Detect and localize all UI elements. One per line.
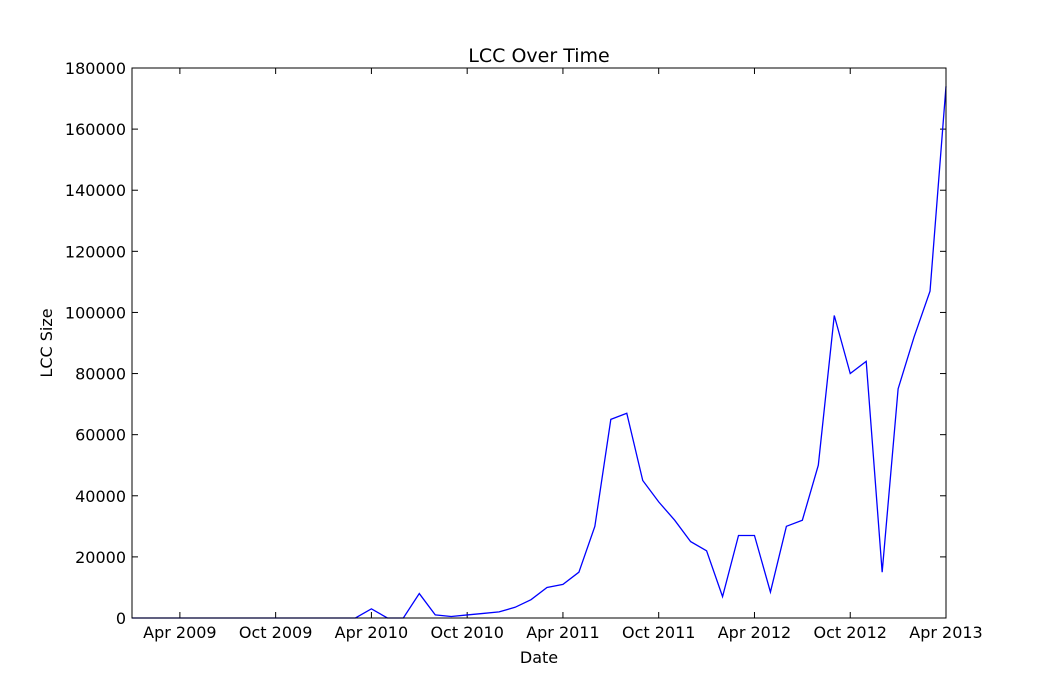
x-tick-label: Oct 2012 (814, 623, 887, 642)
y-tick-label: 140000 (65, 181, 126, 200)
y-axis-label: LCC Size (37, 308, 56, 377)
x-tick-label: Apr 2009 (143, 623, 216, 642)
x-tick-label: Apr 2013 (909, 623, 982, 642)
chart-title: LCC Over Time (468, 45, 609, 67)
data-line (132, 86, 947, 619)
y-tick-label: 60000 (75, 426, 126, 445)
y-tick-label: 0 (116, 609, 126, 628)
x-tick-label: Oct 2011 (622, 623, 695, 642)
y-tick-label: 180000 (65, 59, 126, 78)
plot-frame (131, 67, 947, 619)
y-tick-label: 100000 (65, 303, 126, 322)
y-tick-label: 20000 (75, 548, 126, 567)
x-tick-label: Oct 2010 (430, 623, 503, 642)
x-tick-label: Oct 2009 (239, 623, 312, 642)
y-tick-label: 40000 (75, 487, 126, 506)
x-tick-label: Apr 2010 (335, 623, 408, 642)
y-tick-label: 120000 (65, 242, 126, 261)
y-tick-label: 80000 (75, 365, 126, 384)
y-tick-label: 160000 (65, 120, 126, 139)
x-tick-label: Apr 2011 (526, 623, 599, 642)
x-tick-label: Apr 2012 (718, 623, 791, 642)
x-axis-label: Date (520, 648, 558, 667)
